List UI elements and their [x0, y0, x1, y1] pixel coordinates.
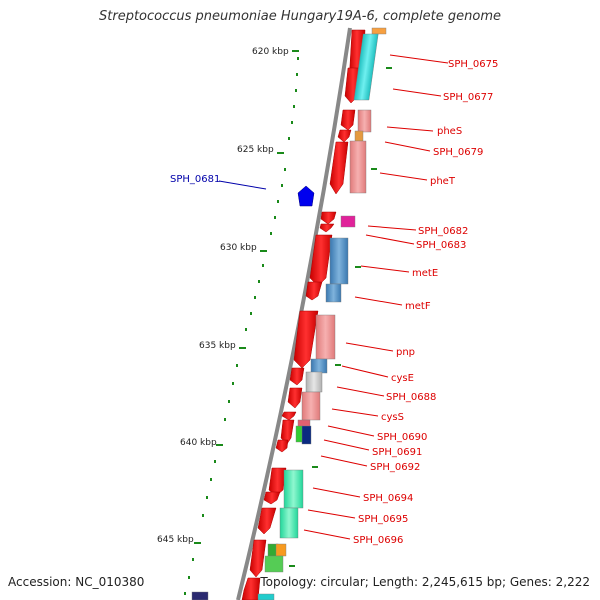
gene-label-sph0690: SPH_0690 — [377, 432, 427, 443]
tick-label-630: 630 kbp — [220, 243, 257, 253]
gene-label-phes: pheS — [437, 126, 462, 137]
gene-label-sph0696: SPH_0696 — [353, 535, 403, 546]
gene-label-sph0694: SPH_0694 — [363, 493, 413, 504]
gene-arrows — [241, 29, 366, 600]
gene-arrow-metf — [305, 281, 323, 301]
tick-635: 635 kbp — [199, 341, 246, 351]
gene-arrow-sph0688 — [287, 387, 303, 409]
inner-ticks — [289, 67, 392, 567]
gene-arrow-sph0682 — [320, 211, 337, 225]
gene-arrow-pnp — [293, 310, 319, 369]
gene-label-pnp: pnp — [396, 347, 415, 358]
gene-arrow-sph0694 — [263, 491, 281, 505]
accession-label: Accession: NC_010380 — [8, 575, 145, 589]
gene-label-sph0679: SPH_0679 — [433, 147, 483, 158]
gene-label-sph0677: SPH_0677 — [443, 92, 493, 103]
scale-dots — [184, 57, 299, 595]
gene-arrow-phes — [340, 109, 356, 131]
gene-label-sph0675: SPH_0675 — [448, 59, 498, 70]
tick-label-640: 640 kbp — [180, 438, 217, 448]
gene-label-metf: metF — [405, 301, 431, 312]
gene-labels: SPH_0675 SPH_0677 pheS SPH_0679 pheT SPH… — [170, 54, 498, 546]
gene-label-sph0688: SPH_0688 — [386, 392, 436, 403]
tick-label-635: 635 kbp — [199, 341, 236, 351]
tick-label-625: 625 kbp — [237, 145, 274, 155]
tick-630: 630 kbp — [220, 243, 267, 253]
gene-arrow-phet — [329, 141, 349, 195]
tick-645: 645 kbp — [157, 535, 201, 545]
gene-label-sph0692: SPH_0692 — [370, 462, 420, 473]
gene-label-phet: pheT — [430, 176, 456, 187]
gene-label-sph0683: SPH_0683 — [416, 240, 466, 251]
tick-620: 620 kbp — [252, 47, 299, 57]
gene-label-cyss: cysS — [381, 412, 404, 423]
gene-arrow-sph0683 — [319, 223, 335, 233]
gene-arrow-cyse — [289, 367, 305, 386]
gene-label-sph0682: SPH_0682 — [418, 226, 468, 237]
gene-arrow-cyss — [281, 411, 297, 421]
topology-label: Topology: circular; Length: 2,245,615 bp… — [260, 575, 590, 589]
tick-label-645: 645 kbp — [157, 535, 194, 545]
gene-arrow-sph0696 — [249, 539, 267, 578]
gene-label-cyse: cysE — [391, 373, 414, 384]
tick-label-620: 620 kbp — [252, 47, 289, 57]
gene-arrow-sph0691 — [275, 439, 289, 453]
gene-label-sph0691: SPH_0691 — [372, 447, 422, 458]
gene-label-sph0681: SPH_0681 — [170, 174, 220, 185]
gene-label-mete: metE — [412, 268, 438, 279]
gene-arrow-next — [241, 577, 261, 600]
tick-625: 625 kbp — [237, 145, 284, 155]
category-bars — [191, 27, 387, 600]
gene-arrow-sph0695 — [257, 507, 277, 535]
tick-640: 640 kbp — [180, 438, 223, 448]
gene-arrow-sph0690 — [280, 419, 295, 445]
gene-arrow-sph0679 — [337, 129, 352, 143]
gene-arrow-sph0681 — [297, 185, 315, 207]
gene-label-sph0695: SPH_0695 — [358, 514, 408, 525]
map-title: Streptococcus pneumoniae Hungary19A-6, c… — [99, 9, 501, 24]
